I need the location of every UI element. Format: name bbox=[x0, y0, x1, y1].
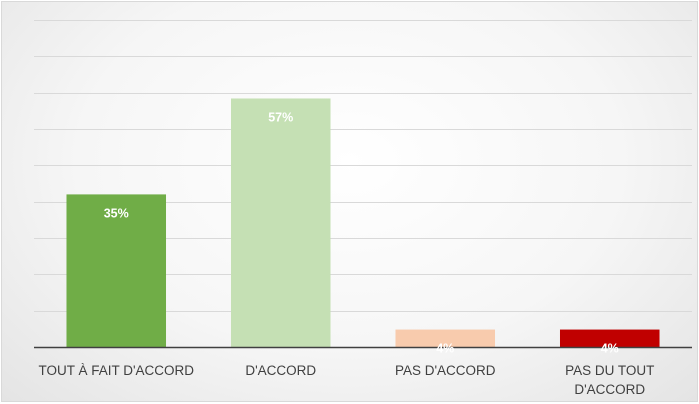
category-label-0: TOUT À FAIT D'ACCORD bbox=[38, 363, 194, 378]
data-label-2: 4% bbox=[436, 342, 454, 356]
bar-2 bbox=[395, 329, 496, 347]
data-label-3: 4% bbox=[601, 342, 619, 356]
bars bbox=[66, 98, 660, 347]
data-label-1: 57% bbox=[268, 110, 293, 124]
bar-0 bbox=[66, 194, 167, 347]
category-label-3: PAS DU TOUT D'ACCORD bbox=[565, 363, 654, 397]
category-labels: TOUT À FAIT D'ACCORD D'ACCORD PAS D'ACCORD… bbox=[38, 363, 654, 397]
bar-3 bbox=[559, 329, 660, 347]
category-label-2: PAS D'ACCORD bbox=[395, 363, 496, 378]
bar-1 bbox=[230, 98, 331, 347]
data-labels: 35% 57% 4% 4% bbox=[104, 110, 619, 355]
data-label-0: 35% bbox=[104, 206, 129, 220]
category-label-1: D'ACCORD bbox=[245, 363, 316, 378]
